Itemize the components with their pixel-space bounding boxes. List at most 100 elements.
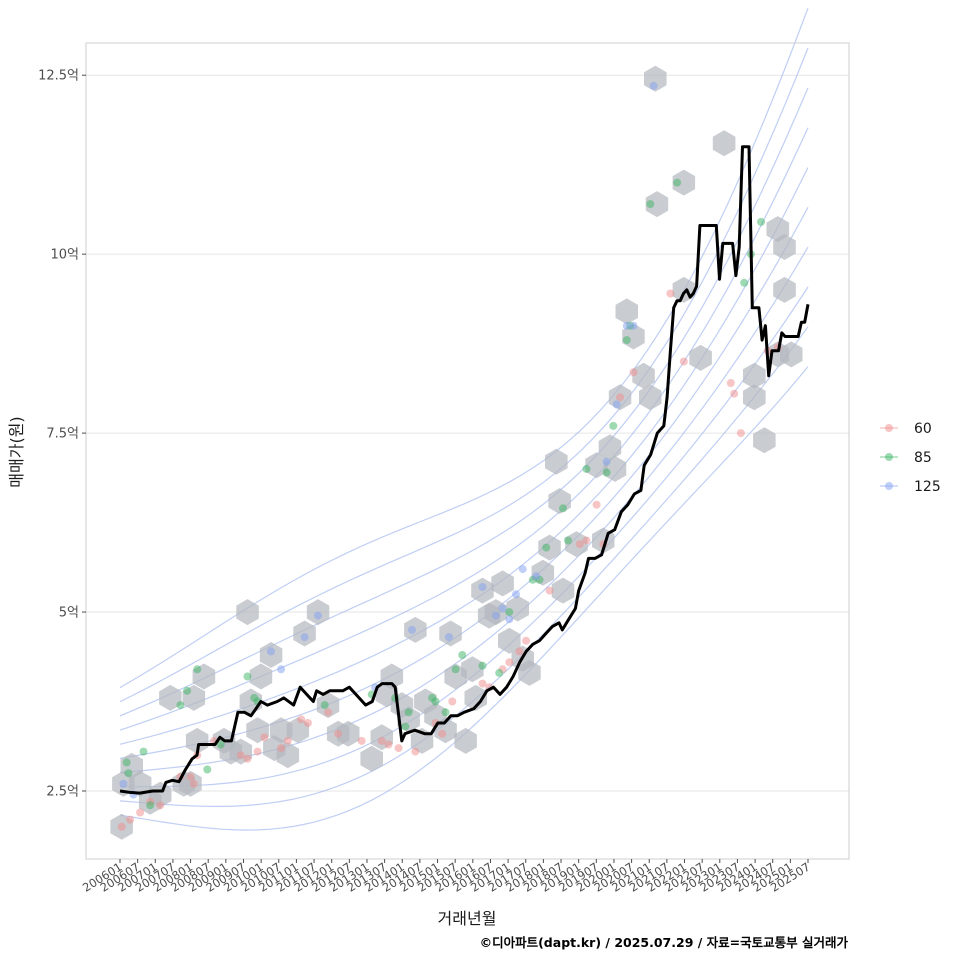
point-60-17 bbox=[303, 719, 312, 727]
y-tick-label-1: 5억 bbox=[59, 606, 79, 621]
point-60-21 bbox=[377, 736, 386, 745]
point-85-22 bbox=[478, 661, 487, 670]
point-125-4 bbox=[300, 633, 309, 642]
point-60-0 bbox=[117, 822, 126, 831]
point-85-28 bbox=[559, 504, 567, 513]
hexbin-69 bbox=[645, 191, 669, 218]
caption: ©디아파트(dapt.kr) / 2025.07.29 / 자료=국토교통부 실… bbox=[480, 935, 849, 950]
point-60-1 bbox=[126, 815, 135, 824]
point-85-3 bbox=[146, 801, 155, 810]
point-60-6 bbox=[186, 772, 195, 781]
point-60-27 bbox=[448, 697, 457, 706]
point-60-14 bbox=[277, 744, 286, 753]
hexbin-76 bbox=[753, 427, 776, 454]
point-60-4 bbox=[156, 801, 165, 810]
point-125-13 bbox=[512, 590, 520, 599]
point-125-9 bbox=[478, 583, 487, 591]
point-125-18 bbox=[622, 321, 631, 330]
legend-swatch-60 bbox=[885, 424, 893, 432]
point-85-35 bbox=[646, 200, 655, 209]
point-125-5 bbox=[314, 611, 322, 620]
hexbin-61 bbox=[598, 434, 622, 461]
density-contour-8 bbox=[119, 326, 809, 807]
point-85-4 bbox=[183, 686, 192, 695]
point-85-19 bbox=[441, 708, 450, 717]
hexbin-42 bbox=[454, 727, 477, 754]
y-tick-label-3: 10억 bbox=[50, 248, 79, 263]
point-60-10 bbox=[236, 751, 245, 760]
point-85-20 bbox=[451, 665, 460, 674]
hexbin-11 bbox=[185, 727, 209, 754]
hexbin-75 bbox=[743, 384, 766, 411]
hexbin-6 bbox=[159, 684, 182, 711]
point-60-28 bbox=[478, 679, 487, 688]
point-60-40 bbox=[629, 368, 638, 377]
hexbin-29 bbox=[360, 745, 383, 772]
point-60-33 bbox=[522, 636, 531, 645]
point-125-14 bbox=[518, 565, 527, 574]
point-85-12 bbox=[320, 701, 329, 710]
density-contour-4 bbox=[119, 167, 809, 745]
point-60-31 bbox=[505, 658, 514, 667]
point-60-39 bbox=[616, 393, 625, 402]
density-contour-0 bbox=[119, 7, 809, 689]
hexbin-5 bbox=[149, 781, 172, 808]
point-85-1 bbox=[124, 769, 133, 778]
point-60-26 bbox=[438, 729, 447, 738]
hexbin-43 bbox=[461, 656, 484, 683]
point-85-15 bbox=[401, 722, 410, 731]
point-85-5 bbox=[193, 665, 202, 674]
hexbin-48 bbox=[491, 570, 514, 597]
point-85-32 bbox=[609, 421, 618, 430]
hexbin-28 bbox=[337, 720, 360, 747]
point-85-0 bbox=[122, 758, 131, 767]
point-125-0 bbox=[119, 779, 128, 788]
median-price-line bbox=[119, 145, 810, 795]
point-85-6 bbox=[176, 701, 185, 710]
point-85-16 bbox=[404, 708, 413, 717]
point-85-33 bbox=[622, 336, 631, 345]
y-tick-label-4: 12.5억 bbox=[38, 69, 79, 84]
point-85-21 bbox=[458, 651, 467, 659]
density-contour-1 bbox=[119, 47, 809, 703]
hexbin-72 bbox=[689, 344, 712, 371]
hexbin-55 bbox=[545, 448, 568, 475]
point-125-17 bbox=[612, 400, 621, 409]
legend-swatch-125 bbox=[885, 482, 893, 490]
density-contour-3 bbox=[119, 127, 809, 731]
point-60-23 bbox=[394, 744, 403, 753]
point-85-8 bbox=[216, 740, 225, 749]
point-60-22 bbox=[384, 740, 393, 749]
hexbin-18 bbox=[249, 663, 273, 690]
hexbin-23 bbox=[286, 717, 310, 744]
point-85-37 bbox=[740, 278, 749, 287]
point-85-36 bbox=[673, 178, 682, 187]
point-125-7 bbox=[408, 625, 416, 634]
hexbin-67 bbox=[639, 384, 662, 411]
hexbin-49 bbox=[498, 627, 521, 654]
point-125-2 bbox=[267, 647, 275, 656]
hexbin-79 bbox=[766, 216, 790, 243]
hexbin-64 bbox=[615, 298, 638, 325]
x-axis-title: 거래년월 bbox=[438, 909, 497, 928]
hexbin-77 bbox=[773, 276, 796, 303]
hexbin-70 bbox=[672, 169, 696, 196]
point-60-7 bbox=[189, 779, 198, 788]
y-tick-label-0: 2.5억 bbox=[46, 785, 79, 800]
y-axis-title: 매매가(원) bbox=[7, 416, 26, 487]
point-60-37 bbox=[592, 500, 601, 509]
point-60-12 bbox=[253, 747, 262, 756]
legend: 60 85 125 bbox=[880, 421, 941, 495]
hexbin-15 bbox=[236, 599, 259, 626]
point-125-3 bbox=[277, 665, 286, 674]
point-125-12 bbox=[505, 615, 514, 624]
point-125-16 bbox=[602, 457, 611, 466]
hexbin-57 bbox=[551, 577, 575, 604]
point-85-7 bbox=[203, 765, 212, 774]
point-85-27 bbox=[542, 543, 551, 552]
point-60-20 bbox=[357, 736, 366, 745]
point-85-30 bbox=[582, 464, 591, 473]
plot-panel-border bbox=[85, 42, 850, 860]
point-85-2 bbox=[139, 747, 148, 756]
